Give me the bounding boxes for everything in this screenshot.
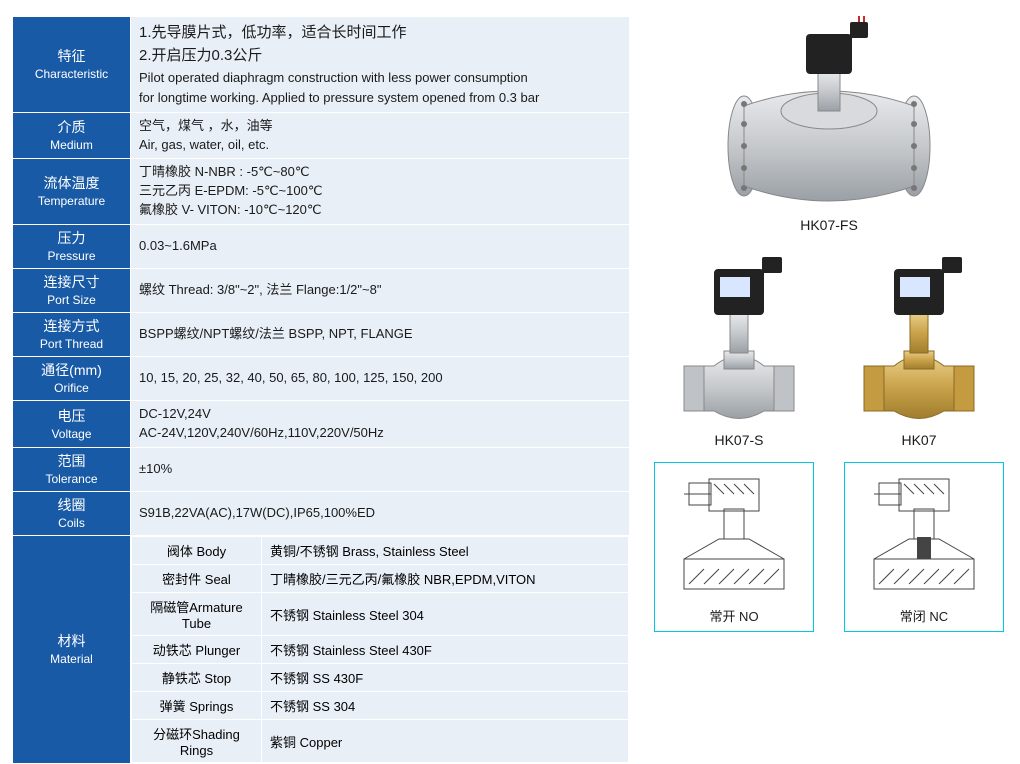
row-voltage: 电压Voltage DC-12V,24V AC-24V,120V,240V/60…	[13, 401, 630, 448]
value-portsize: 螺纹 Thread: 3/8"~2", 法兰 Flange:1/2"~8"	[131, 269, 630, 313]
header-material: 材料 Material	[13, 536, 131, 764]
diagram-nc-label: 常闭 NC	[900, 606, 948, 625]
char-en1: Pilot operated diaphragm construction wi…	[139, 70, 528, 85]
value-orifice: 10, 15, 20, 25, 32, 40, 50, 65, 80, 100,…	[131, 357, 630, 401]
product-row: HK07-S H	[664, 251, 994, 448]
row-tolerance: 范围Tolerance ±10%	[13, 448, 630, 492]
header-characteristic: 特征 Characteristic	[13, 17, 131, 113]
row-portthread: 连接方式Port Thread BSPP螺纹/NPT螺纹/法兰 BSPP, NP…	[13, 313, 630, 357]
page-layout: 特征 Characteristic 1.先导膜片式，低功率，适合长时间工作 2.…	[12, 16, 1008, 687]
char-cn1: 1.先导膜片式，低功率，适合长时间工作	[139, 24, 407, 41]
header-temperature: 流体温度 Temperature	[13, 159, 131, 225]
product-plain: HK07	[844, 251, 994, 448]
mat-tube-value: 不锈钢 Stainless Steel 304	[262, 593, 629, 636]
diagram-no: 常开 NO	[654, 462, 814, 632]
mat-body-value: 黄铜/不锈钢 Brass, Stainless Steel	[262, 537, 629, 565]
product-fs: HK07-FS	[714, 16, 944, 233]
value-coils: S91B,22VA(AC),17W(DC),IP65,100%ED	[131, 492, 630, 536]
value-temperature: 丁晴橡胶 N-NBR : -5℃~80℃ 三元乙丙 E-EPDM: -5℃~10…	[131, 159, 630, 225]
value-tolerance: ±10%	[131, 448, 630, 492]
char-en2: for longtime working. Applied to pressur…	[139, 90, 539, 105]
product-plain-label: HK07	[844, 432, 994, 448]
product-column: HK07-FS	[650, 16, 1008, 687]
row-coils: 线圈Coils S91B,22VA(AC),17W(DC),IP65,100%E…	[13, 492, 630, 536]
mat-spring-label: 弹簧 Springs	[132, 692, 262, 720]
mat-plunger-label: 动铁芯 Plunger	[132, 636, 262, 664]
diagram-no-label: 常开 NO	[709, 606, 758, 625]
mat-body-label: 阀体 Body	[132, 537, 262, 565]
row-characteristic: 特征 Characteristic 1.先导膜片式，低功率，适合长时间工作 2.…	[13, 17, 630, 113]
product-s: HK07-S	[664, 251, 814, 448]
mat-seal-value: 丁晴橡胶/三元乙丙/氟橡胶 NBR,EPDM,VITON	[262, 565, 629, 593]
mat-stop-value: 不锈钢 SS 430F	[262, 664, 629, 692]
value-pressure: 0.03~1.6MPa	[131, 225, 630, 269]
mat-plunger-value: 不锈钢 Stainless Steel 430F	[262, 636, 629, 664]
value-voltage: DC-12V,24V AC-24V,120V,240V/60Hz,110V,22…	[131, 401, 630, 448]
value-characteristic: 1.先导膜片式，低功率，适合长时间工作 2.开启压力0.3公斤 Pilot op…	[131, 17, 630, 113]
row-portsize: 连接尺寸Port Size 螺纹 Thread: 3/8"~2", 法兰 Fla…	[13, 269, 630, 313]
mat-spring-value: 不锈钢 SS 304	[262, 692, 629, 720]
product-s-label: HK07-S	[664, 432, 814, 448]
material-subtable: 阀体 Body黄铜/不锈钢 Brass, Stainless Steel 密封件…	[131, 536, 629, 763]
mat-tube-label: 隔磁管Armature Tube	[132, 593, 262, 636]
diagram-no-icon	[664, 469, 804, 599]
diagram-row: 常开 NO	[654, 462, 1004, 632]
row-orifice: 通径(mm)Orifice 10, 15, 20, 25, 32, 40, 50…	[13, 357, 630, 401]
header-cn: 特征	[15, 47, 128, 66]
diagram-nc-icon	[854, 469, 994, 599]
row-material: 材料 Material 阀体 Body黄铜/不锈钢 Brass, Stainle…	[13, 536, 630, 764]
valve-fs-icon	[714, 16, 944, 211]
value-portthread: BSPP螺纹/NPT螺纹/法兰 BSPP, NPT, FLANGE	[131, 313, 630, 357]
mat-shade-label: 分磁环Shading Rings	[132, 720, 262, 763]
row-temperature: 流体温度 Temperature 丁晴橡胶 N-NBR : -5℃~80℃ 三元…	[13, 159, 630, 225]
diagram-nc: 常闭 NC	[844, 462, 1004, 632]
mat-seal-label: 密封件 Seal	[132, 565, 262, 593]
valve-s-icon	[664, 251, 814, 426]
spec-table: 特征 Characteristic 1.先导膜片式，低功率，适合长时间工作 2.…	[12, 16, 630, 764]
header-en: Characteristic	[15, 66, 128, 82]
row-pressure: 压力Pressure 0.03~1.6MPa	[13, 225, 630, 269]
header-medium: 介质 Medium	[13, 112, 131, 159]
char-cn2: 2.开启压力0.3公斤	[139, 47, 262, 64]
product-fs-label: HK07-FS	[714, 217, 944, 233]
row-medium: 介质 Medium 空气，煤气 ，水，油等 Air, gas, water, o…	[13, 112, 630, 159]
valve-plain-icon	[844, 251, 994, 426]
mat-stop-label: 静铁芯 Stop	[132, 664, 262, 692]
value-medium: 空气，煤气 ，水，油等 Air, gas, water, oil, etc.	[131, 112, 630, 159]
value-material: 阀体 Body黄铜/不锈钢 Brass, Stainless Steel 密封件…	[131, 536, 630, 764]
mat-shade-value: 紫铜 Copper	[262, 720, 629, 763]
